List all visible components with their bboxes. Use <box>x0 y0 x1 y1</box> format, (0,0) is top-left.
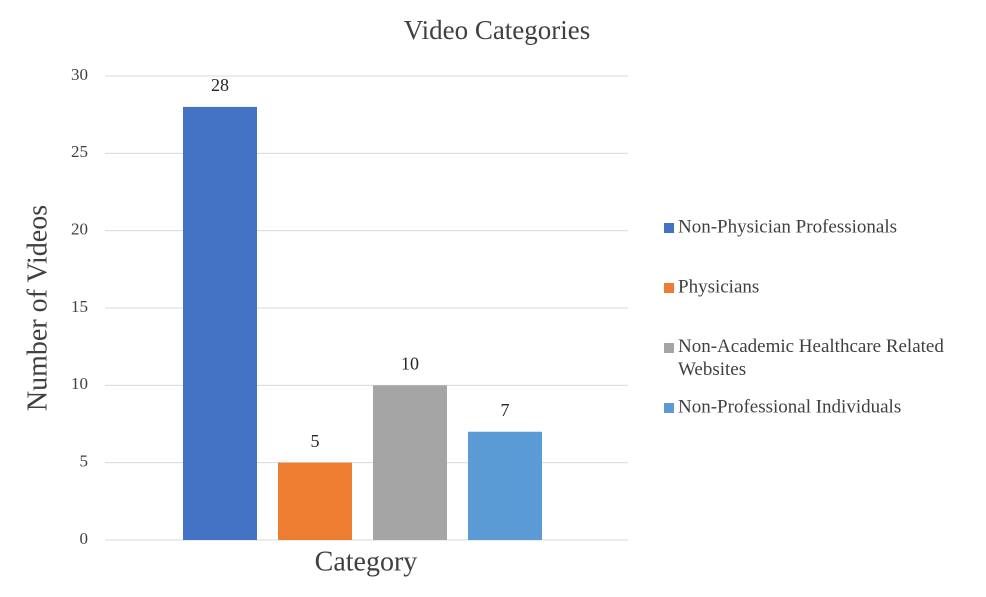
legend-label-line: Non-Academic Healthcare Related <box>678 336 949 357</box>
chart-title: Video Categories <box>404 15 591 45</box>
bar <box>278 462 352 540</box>
y-tick-label: 15 <box>71 297 88 316</box>
value-label: 28 <box>211 75 229 95</box>
value-label: 5 <box>311 431 320 451</box>
y-axis-label: Number of Videos <box>22 205 53 411</box>
y-tick-label: 25 <box>71 142 88 161</box>
x-axis-label: Category <box>315 546 418 577</box>
legend-swatch <box>664 343 674 353</box>
legend-label: Non-Academic Healthcare Related Websites <box>678 336 949 380</box>
y-tick-label: 10 <box>71 374 88 393</box>
legend-label: Non-Physician Professionals <box>678 216 897 237</box>
legend-swatch <box>664 283 674 293</box>
value-label: 10 <box>401 353 419 373</box>
legend-label: Non-Professional Individuals <box>678 396 901 417</box>
bar <box>183 106 257 540</box>
legend-label-line: Websites <box>678 359 746 380</box>
y-tick-label: 0 <box>80 529 89 548</box>
y-tick-label: 30 <box>71 65 88 84</box>
legend-swatch <box>664 403 674 413</box>
bar <box>468 431 542 540</box>
value-label: 7 <box>501 400 510 420</box>
legend-label: Physicians <box>678 276 759 297</box>
bar <box>373 385 447 540</box>
y-tick-label: 20 <box>71 220 88 239</box>
legend-swatch <box>664 223 674 233</box>
y-tick-label: 5 <box>80 452 89 471</box>
